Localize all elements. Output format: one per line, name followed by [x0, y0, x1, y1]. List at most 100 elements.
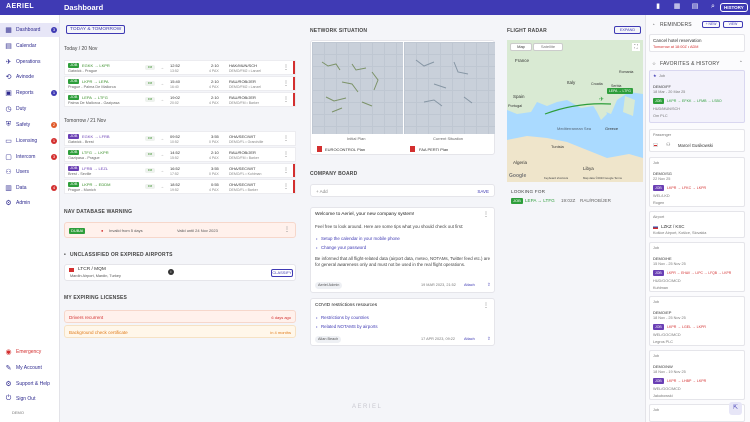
add-post-input[interactable]: + Add — [316, 189, 328, 194]
scroll-top-icon[interactable]: ⇱ — [729, 402, 742, 415]
favorite-item[interactable]: Passenger Marcel Gusikowski ⚇ — [649, 129, 745, 152]
faa-link[interactable]: FAA PERTI Plan — [419, 147, 449, 152]
warning-icon-airports: • — [64, 252, 66, 258]
map-tab-map[interactable]: Map — [510, 43, 532, 51]
favorite-item[interactable]: Job DEMO/EP 18 Nov - 25 Nov 25 JOB LKPR … — [649, 296, 745, 346]
status-pill: FM — [145, 65, 155, 70]
sidebar-item-admin[interactable]: ⚙ Admin — [0, 196, 60, 210]
initial-plan-map[interactable] — [312, 42, 403, 134]
flight-chip[interactable]: LEPA → LTFG — [607, 88, 633, 94]
sidebar-item-duty[interactable]: ◷ Duty — [0, 102, 60, 116]
flag-icon — [69, 268, 74, 272]
aircraft-icon[interactable]: ✈ — [599, 97, 605, 103]
new-reminder-button[interactable]: + NEW — [702, 21, 720, 28]
chat-icon[interactable]: ▤ — [691, 3, 699, 10]
favorite-item[interactable]: Airport LZKZ / KSC Košice Airport, Košic… — [649, 211, 745, 238]
sidebar-item-intercom[interactable]: ▢ Intercom 3 — [0, 150, 60, 164]
sidebar-item-licensing[interactable]: ▭ Licensing 1 — [0, 134, 60, 148]
save-button[interactable]: SAVE — [477, 189, 489, 194]
sidebar-item-operations[interactable]: ✈ Operations — [0, 55, 60, 69]
sidebar-item-avinode[interactable]: ⟲ Avinode — [0, 70, 60, 84]
more-icon[interactable]: ⋮ — [283, 184, 289, 190]
radar-map[interactable]: Map Satellite ⛶ France Spain Portugal It… — [507, 40, 643, 182]
flight-row[interactable]: JOB LKPR → EDDM Prague - Munich FM → 18:… — [64, 179, 296, 194]
airport-row[interactable]: LTCR / MQM Mardin Airport, Mardin, Turke… — [64, 264, 296, 281]
fav-type: Job — [653, 300, 660, 304]
reminder-item[interactable]: Cancel hotel reservation Tomorrow at 18:… — [649, 34, 745, 52]
fullscreen-icon[interactable]: ⛶ — [632, 43, 640, 51]
more-icon[interactable]: ⋮ — [283, 168, 289, 174]
more-icon[interactable]: ⋮ — [284, 227, 290, 233]
map-label: Algeria — [513, 160, 528, 165]
sidebar-item-safety[interactable]: ⛨ Safety 2 — [0, 118, 60, 132]
flight-row[interactable]: JOB LEPA → LTFG Palma De Mallorca - Gazi… — [64, 92, 296, 107]
info-icon[interactable]: i — [168, 269, 174, 275]
sidebar-item-support[interactable]: ⚙ Support & Help — [0, 377, 60, 391]
tab-today-tomorrow[interactable]: TODAY & TOMORROW — [66, 25, 126, 34]
board-add-bar[interactable]: + Add SAVE — [310, 184, 495, 197]
flight-row[interactable]: JOB LFRB → LEZL Brest - Seville FM → 16:… — [64, 163, 296, 178]
share-icon[interactable]: ⇪ — [487, 282, 491, 287]
history-button[interactable]: HISTORY — [720, 3, 748, 12]
duration: 2:10 — [211, 63, 219, 68]
more-icon[interactable]: ⋮ — [283, 81, 289, 87]
favorite-item[interactable]: Job DEMO/SG 22 Nov 25 JOB LKPR → LFKC → … — [649, 157, 745, 207]
bookmark-icon[interactable]: ▮ — [656, 3, 660, 10]
crew: OHA/SEC/WIT — [229, 182, 256, 187]
calendar-icon[interactable]: ▦ — [673, 3, 681, 10]
flight-row[interactable]: JOB LTFG → LKPR Gazipasa - Prague FM → 1… — [64, 147, 296, 162]
eurocontrol-link[interactable]: EUROCONTROL Plan — [325, 147, 366, 152]
more-icon[interactable]: ⋮ — [283, 97, 289, 103]
attach-button[interactable]: Attach — [464, 337, 475, 341]
flight-place: Gatwick - Prague — [68, 69, 98, 73]
sidebar-item-users[interactable]: ⚇ Users — [0, 165, 60, 179]
sidebar-item-emergency[interactable]: ◉ Emergency — [0, 345, 60, 359]
fav-date: 22 Nov 25 — [653, 177, 671, 181]
post-date: 19 MAR 2023, 21:52 — [421, 283, 456, 287]
fav-date: 18 Nov - 25 Nov 25 — [653, 316, 686, 320]
favorite-item[interactable]: Job DEMO/NW 18 Nov - 19 Nov 25 JOB LKPR … — [649, 350, 745, 400]
more-icon[interactable]: ⋮ — [283, 65, 289, 71]
flight-route: EGKK → LKPR — [82, 63, 110, 68]
duration: 2:10 — [211, 150, 219, 155]
current-situation-map[interactable] — [404, 42, 495, 134]
license-row[interactable]: Background check certificate in 4 months — [64, 325, 296, 338]
crew: RAU/ROB/JER — [229, 95, 256, 100]
more-icon[interactable]: ⋮ — [483, 212, 489, 218]
attach-button[interactable]: Attach — [464, 283, 475, 287]
post-link[interactable]: Related NOTAMS by airports — [321, 324, 378, 329]
navdb-warning[interactable]: DUBAI ● Invalid from 5 days Valid until … — [64, 222, 296, 238]
expand-button[interactable]: EXPAND — [614, 26, 641, 34]
sidebar-item-reports[interactable]: ▣ Reports 1 — [0, 86, 60, 100]
view-reminders-button[interactable]: VIEW — [723, 21, 743, 28]
chevron-up-icon[interactable]: ⌃ — [739, 60, 743, 65]
job-tag: JOB — [68, 150, 80, 155]
crew: RAU/ROB/JER — [229, 79, 256, 84]
sidebar-item-data[interactable]: ▥ Data 4 — [0, 181, 60, 195]
more-icon[interactable]: ⋮ — [283, 136, 289, 142]
map-tab-satellite[interactable]: Satellite — [533, 43, 563, 51]
app-logo[interactable]: AERIEL — [6, 3, 35, 10]
favorite-item[interactable]: ★ Job DEMO/FF 18 Mar - 20 Mar 25 JOB LKP… — [649, 70, 745, 123]
more-icon[interactable]: ⋮ — [483, 303, 489, 309]
more-icon[interactable]: ⋮ — [283, 152, 289, 158]
flight-place: Palma De Mallorca - Gazipasa — [68, 101, 120, 105]
sidebar-item-account[interactable]: ✎ My Account — [0, 361, 60, 375]
sidebar-item-dashboard[interactable]: ▦ Dashboard 3 — [0, 23, 60, 37]
sidebar-item-signout[interactable]: ⏻ Sign Out — [0, 392, 60, 406]
sidebar-item-calendar[interactable]: ▤ Calendar — [0, 39, 60, 53]
keyboard-shortcuts[interactable]: Keyboard shortcuts — [544, 176, 569, 180]
share-icon[interactable]: ⇪ — [487, 336, 491, 341]
license-row[interactable]: Drivers recurrent 6 days ago — [64, 310, 296, 323]
post-link[interactable]: Change your password — [321, 245, 367, 250]
search-icon[interactable]: ⌕ — [711, 3, 715, 10]
flight-row[interactable]: JOB EGKK → LKPR Gatwick - Prague FM → 12… — [64, 60, 296, 75]
post-link[interactable]: Restrictions by countries — [321, 315, 369, 320]
classify-button[interactable]: CLASSIFY — [271, 269, 293, 277]
map-footer[interactable]: Map data ©2023 Google Terms — [583, 176, 622, 180]
favorite-item[interactable]: Job DEMO/HE 15 Nov - 25 Nov 25 JOB LKPR … — [649, 242, 745, 292]
post-link[interactable]: Setup the calendar in your mobile phone — [321, 236, 400, 241]
flight-row[interactable]: JOB EGKK → LFRB Gatwick - Brest FM → 09:… — [64, 131, 296, 146]
flight-row[interactable]: JOB LKPR → LEPA Prague - Palma De Mallor… — [64, 76, 296, 91]
map-label: Spain — [513, 94, 525, 99]
